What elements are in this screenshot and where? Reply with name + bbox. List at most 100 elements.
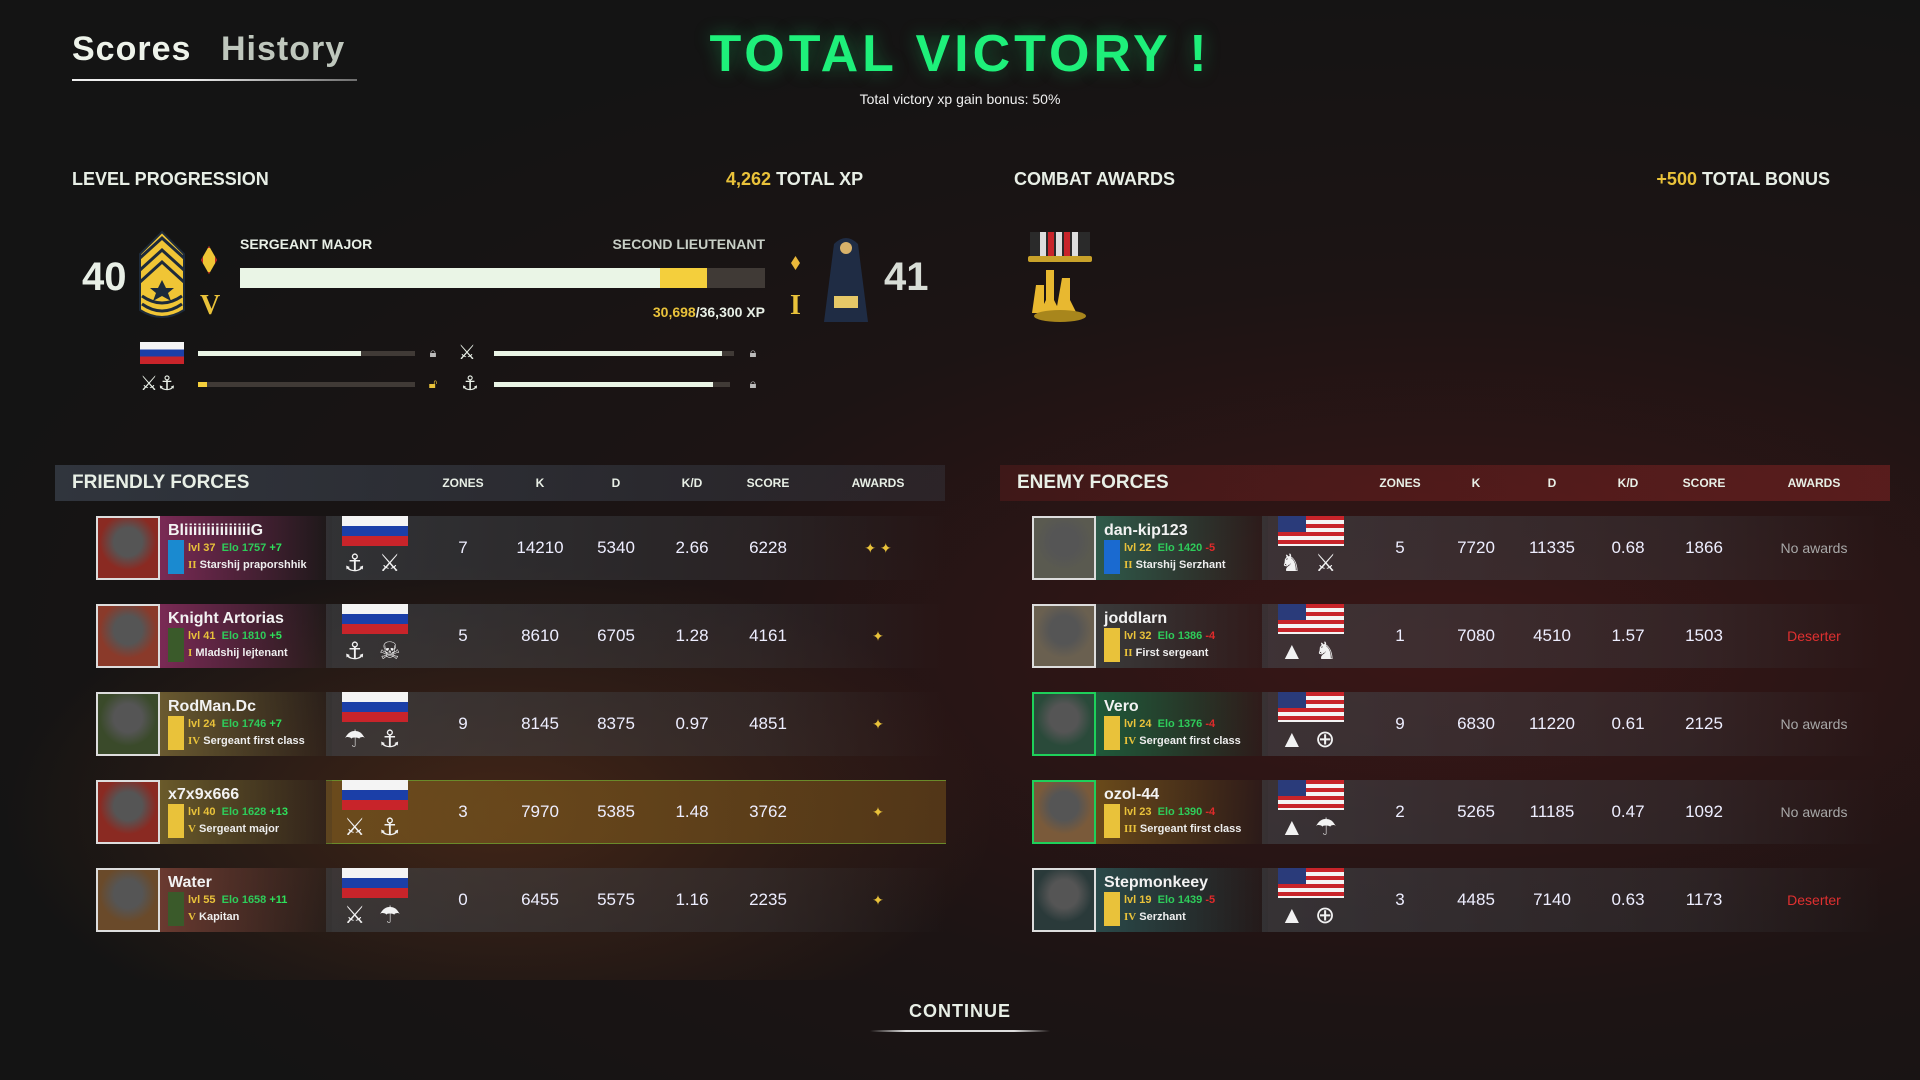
player-avatar[interactable] [1032,516,1096,580]
stat-kd: 1.48 [675,802,709,821]
no-awards-label: No awards [1780,540,1848,556]
player-avatar[interactable] [96,780,160,844]
rank-tier: II [188,559,197,571]
player-avatar[interactable] [1032,780,1096,844]
rank-tier: I [188,647,193,659]
elo-change: -4 [1205,718,1216,730]
player-avatar[interactable] [96,604,160,668]
enemy-player-row[interactable]: joddlarn lvl 32 Elo 1386 -4 II First ser… [1032,604,1882,668]
stat-k: 8145 [521,714,559,733]
player-elo: Elo 1658 [221,894,267,906]
stat-k: 7080 [1457,626,1495,645]
no-awards-label: No awards [1780,716,1848,732]
tab-scores[interactable]: Scores [72,30,192,68]
enemy-player-row[interactable]: Stepmonkeey lvl 19 Elo 1439 -5 IV Serzha… [1032,868,1882,932]
russia-flag-icon [140,342,184,364]
row-background [326,692,946,756]
enemy-player-row[interactable]: dan-kip123 lvl 22 Elo 1420 -5 II Starshi… [1032,516,1882,580]
friendly-player-row[interactable]: Water lvl 55 Elo 1658 +11 V Kapitan ⚔ ☂ 0… [96,868,946,932]
stat-score: 2235 [749,890,787,909]
row-background [1262,516,1882,580]
russia-flag-icon [342,780,408,810]
russia-flag-icon [342,604,408,634]
stat-kd: 0.47 [1611,802,1645,821]
name-panel [160,604,332,668]
column-header-awards[interactable]: AWARDS [851,476,905,490]
player-level: lvl 22 [1124,542,1152,554]
column-header-kd[interactable]: K/D [681,476,703,490]
player-avatar[interactable] [96,868,160,932]
stat-d: 11185 [1529,802,1575,821]
rank-insignia-icon [1104,716,1120,750]
friendly-player-row[interactable]: x7x9x666 lvl 40 Elo 1628 +13 V Sergeant … [96,780,946,844]
stat-zones: 3 [458,802,468,821]
player-name[interactable]: Vero [1104,698,1139,715]
friendly-player-row[interactable]: Bliiiiiiiiiiiiiii​G lvl 37 Elo 1757 +7 I… [96,516,946,580]
next-rank-label: SECOND LIEUTENANT [612,236,765,252]
player-name[interactable]: RodMan.Dc [168,698,256,715]
player-name[interactable]: Stepmonkeey [1104,874,1209,891]
enemy-player-row[interactable]: Vero lvl 24 Elo 1376 -4 IV Sergeant firs… [1032,692,1882,756]
player-name[interactable]: joddlarn [1104,610,1168,627]
rank-tier: V [188,823,196,835]
stat-d: 5385 [597,802,635,821]
player-avatar[interactable] [1032,868,1096,932]
bonus-value: +500 [1656,169,1697,189]
continue-button[interactable]: CONTINUE [909,1001,1011,1021]
deserter-label: Deserter [1787,628,1841,644]
column-header-k[interactable]: K [535,476,545,490]
class-icon: ▲ [1280,814,1304,841]
class-icon: ♞ [1315,638,1337,665]
player-avatar[interactable] [1032,692,1096,756]
player-avatar[interactable] [96,692,160,756]
elo-change: -5 [1205,894,1216,906]
column-header-k[interactable]: K [1471,476,1481,490]
column-header-score[interactable]: SCORE [1682,476,1726,490]
player-avatar[interactable] [96,516,160,580]
player-name[interactable]: dan-kip123 [1104,522,1188,539]
column-header-kd[interactable]: K/D [1617,476,1639,490]
class-icon: ⚔ [379,550,401,577]
column-header-d[interactable]: D [611,476,621,490]
enemy-player-row[interactable]: ozol-44 lvl 23 Elo 1390 -4 III Sergeant … [1032,780,1882,844]
russia-flag-icon [342,516,408,546]
player-name[interactable]: ozol-44 [1104,786,1160,803]
squad-medal-icon[interactable] [1026,230,1096,325]
stat-d: 5340 [597,538,635,557]
stat-score: 1503 [1685,626,1723,645]
player-name[interactable]: Knight Artorias [168,610,284,627]
tab-history[interactable]: History [221,30,346,68]
stat-zones: 1 [1395,626,1405,645]
award-medal-icon: ✦ [872,716,884,732]
column-header-d[interactable]: D [1547,476,1557,490]
rank-insignia-icon [168,892,184,926]
no-awards-label: No awards [1780,804,1848,820]
player-stats-line: lvl 24 Elo 1746 +7 [188,718,282,730]
stat-zones: 5 [1395,538,1405,557]
stat-score: 3762 [749,802,787,821]
class-icon: ☠ [379,638,401,665]
stat-score: 2125 [1685,714,1723,733]
column-header-zones[interactable]: ZONES [1379,476,1421,490]
player-rank: Sergeant first class [1139,823,1242,835]
column-header-awards[interactable]: AWARDS [1787,476,1841,490]
stat-kd: 0.61 [1611,714,1645,733]
stat-score: 1866 [1685,538,1723,557]
player-avatar[interactable] [1032,604,1096,668]
player-rank-line: II Starshij praporshhik [188,559,307,571]
stat-k: 6455 [521,890,559,909]
player-name[interactable]: x7x9x666 [168,786,240,803]
player-elo: Elo 1420 [1157,542,1203,554]
friendly-player-row[interactable]: Knight Artorias lvl 41 Elo 1810 +5 I Mla… [96,604,946,668]
class-icon: ⊕ [1315,726,1336,753]
stat-k: 7720 [1457,538,1495,557]
player-name[interactable]: Water [168,874,212,891]
friendly-player-row[interactable]: RodMan.Dc lvl 24 Elo 1746 +7 IV Sergeant… [96,692,946,756]
column-header-zones[interactable]: ZONES [442,476,484,490]
progress-fill [240,268,660,288]
name-panel [160,780,332,844]
column-header-score[interactable]: SCORE [746,476,790,490]
player-elo: Elo 1810 [221,630,267,642]
player-name[interactable]: Bliiiiiiiiiiiiiii​G [168,522,264,539]
rank-tier: IV [1124,735,1137,747]
